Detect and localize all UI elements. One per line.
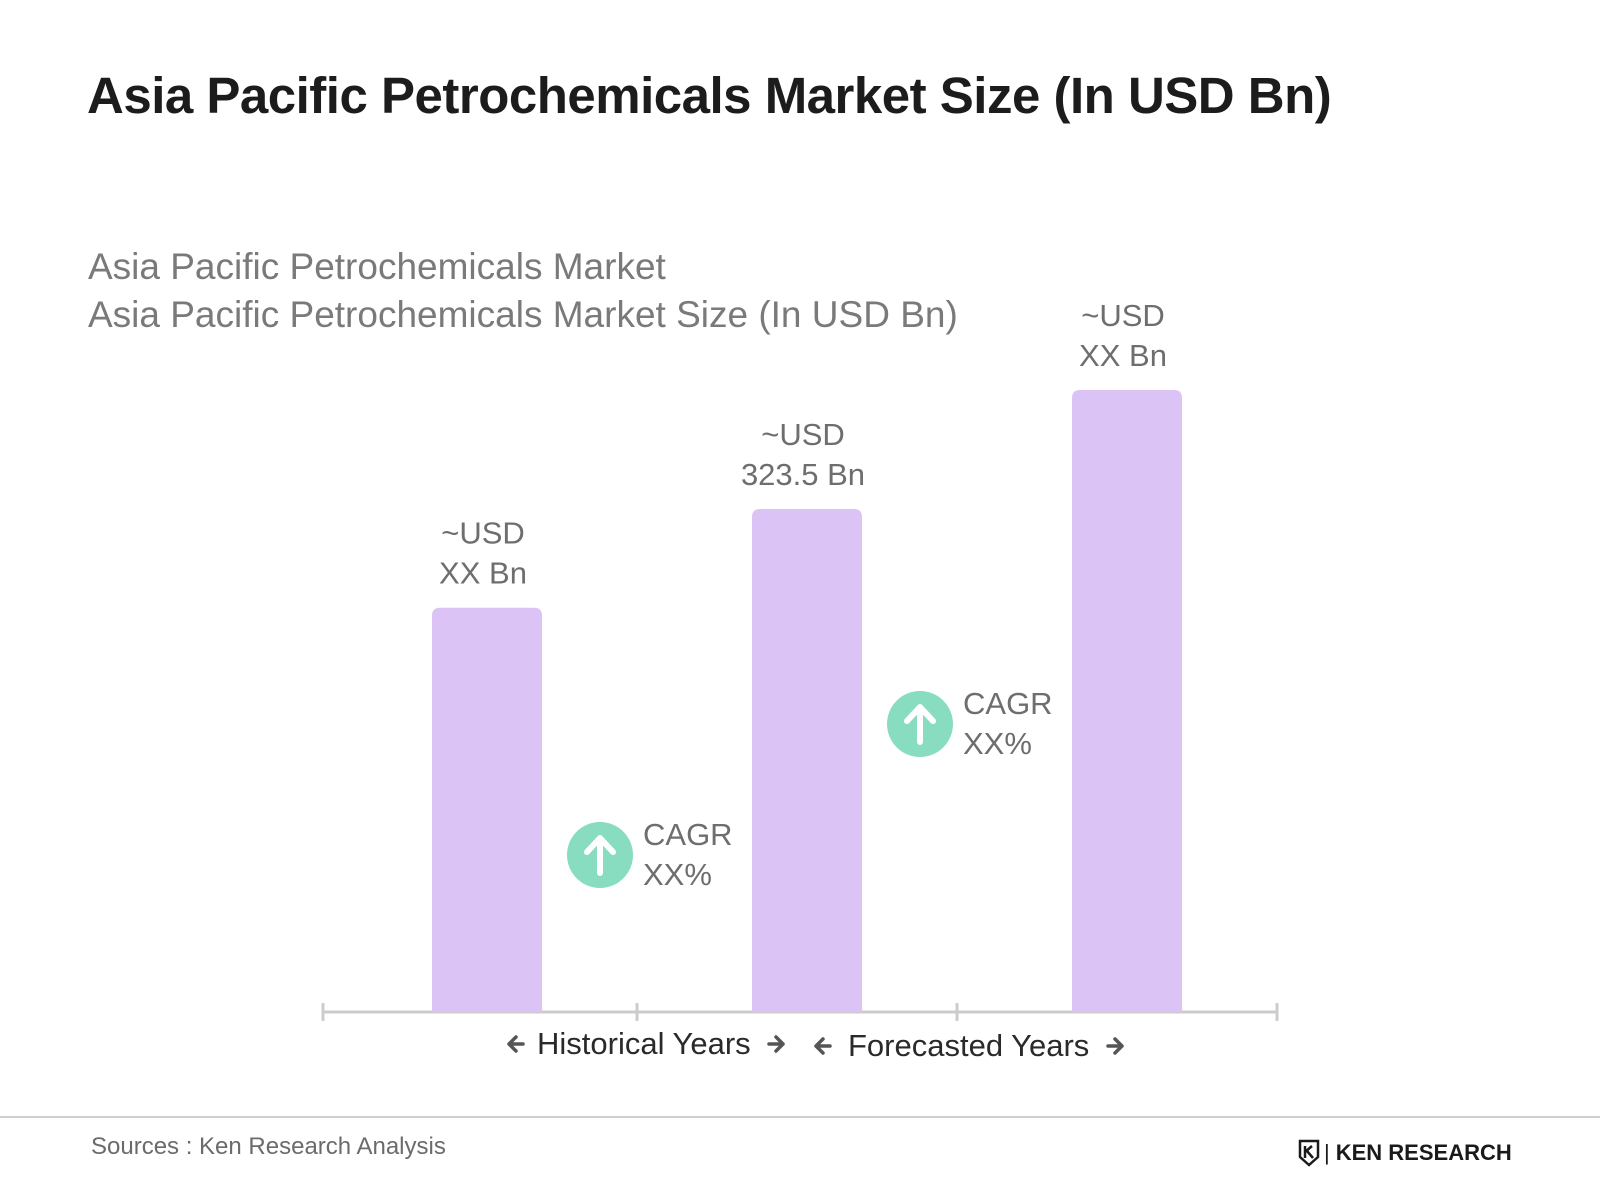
cagr-2-label: CAGR — [963, 686, 1053, 721]
bar-2-label-prefix: ~USD — [761, 417, 845, 452]
up-arrow-icon — [904, 704, 936, 745]
bar-2-value-label: 323.5 Bn — [741, 457, 865, 492]
bar-chart: ~USD XX Bn ~USD 323.5 Bn ~USD XX Bn CAGR XX% CAG… — [321, 298, 1279, 1063]
bar-2 — [752, 508, 862, 1012]
bar-3-label-prefix: ~USD — [1081, 298, 1165, 333]
left-arrow-icon — [507, 1035, 525, 1053]
footer-divider — [0, 1116, 1600, 1118]
cagr-2-value: XX% — [963, 726, 1032, 761]
cagr-1-label: CAGR — [643, 817, 733, 852]
bar-1 — [432, 607, 542, 1012]
cagr-1-value: XX% — [643, 857, 712, 892]
bar-3-value-label: XX Bn — [1079, 338, 1167, 373]
page-title: Asia Pacific Petrochemicals Market Size … — [87, 67, 1332, 124]
up-arrow-icon — [584, 835, 616, 876]
chart-subtitle-line-1: Asia Pacific Petrochemicals Market — [88, 246, 666, 287]
right-arrow-icon — [1106, 1037, 1124, 1055]
period-label-forecasted: Forecasted Years — [848, 1028, 1089, 1063]
brand-separator: | — [1324, 1140, 1330, 1165]
brand-logo: | KEN RESEARCH — [1297, 1138, 1512, 1168]
bar-3 — [1072, 390, 1182, 1012]
period-label-historical: Historical Years — [537, 1026, 751, 1061]
source-note: Sources : Ken Research Analysis — [91, 1133, 446, 1160]
left-arrow-icon — [814, 1037, 832, 1055]
right-arrow-icon — [767, 1035, 785, 1053]
chart-subtitle-line-2: Asia Pacific Petrochemicals Market Size … — [88, 294, 958, 335]
brand-name: KEN RESEARCH — [1335, 1140, 1512, 1165]
bar-1-label-prefix: ~USD — [441, 516, 525, 551]
bar-1-value-label: XX Bn — [439, 556, 527, 591]
ken-research-logo-icon — [1298, 1139, 1320, 1167]
